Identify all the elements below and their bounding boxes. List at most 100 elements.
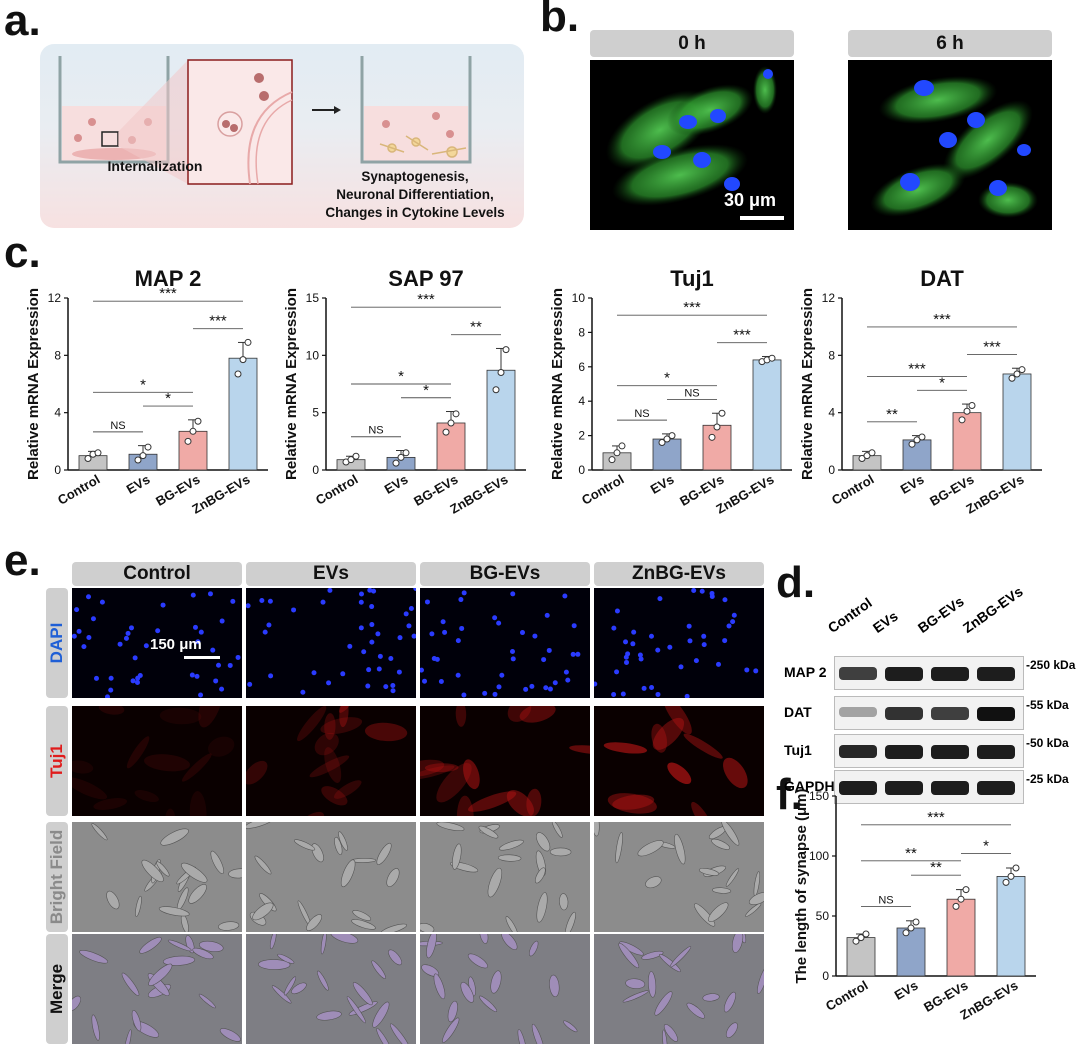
y-axis-label: Relative mRNA Expression xyxy=(283,288,300,480)
nucleus xyxy=(731,612,737,618)
image-merge xyxy=(246,934,416,1044)
cell-body xyxy=(254,855,272,875)
nucleus xyxy=(86,594,92,600)
band xyxy=(839,745,877,759)
scale-bar xyxy=(740,216,784,220)
nucleus xyxy=(655,691,661,697)
cell-body xyxy=(460,981,475,1003)
data-point xyxy=(347,456,355,464)
tuj1-signal xyxy=(181,753,212,782)
nucleus xyxy=(134,679,140,685)
nucleus xyxy=(125,630,131,636)
image-render xyxy=(594,588,759,698)
tuj1-signal xyxy=(507,706,532,722)
outcome-line: Changes in Cytokine Levels xyxy=(325,205,505,220)
tuj1-signal xyxy=(189,791,207,816)
significance-label: NS xyxy=(878,894,893,906)
bar-evs xyxy=(902,439,932,471)
nucleus xyxy=(408,606,414,612)
nucleus xyxy=(641,685,647,691)
nucleus xyxy=(529,683,535,689)
nucleus xyxy=(235,654,241,660)
data-point xyxy=(902,929,910,937)
data-point xyxy=(492,386,500,394)
data-point xyxy=(907,924,915,932)
nucleus xyxy=(358,599,364,605)
image-render xyxy=(72,591,241,698)
nucleus xyxy=(510,656,516,662)
panel-label-d: d. xyxy=(776,558,816,607)
kda-marker: -25 kDa xyxy=(1026,772,1069,786)
nucleus xyxy=(266,622,272,628)
cell-body xyxy=(219,1028,241,1042)
significance-label: * xyxy=(165,390,171,407)
nucleus xyxy=(461,590,467,596)
data-point xyxy=(1012,864,1020,872)
cell-body xyxy=(711,838,731,850)
band xyxy=(885,781,923,795)
significance-label: * xyxy=(140,376,146,393)
nucleus xyxy=(246,603,251,609)
cell-body xyxy=(674,833,686,865)
nucleus xyxy=(369,604,375,610)
cell-body xyxy=(386,868,400,887)
bar-znbg-evs xyxy=(1002,373,1032,471)
tuj1-signal xyxy=(72,760,94,774)
nucleus xyxy=(693,658,699,664)
cell-body xyxy=(198,940,224,953)
data-point xyxy=(84,455,92,463)
cell-body xyxy=(549,974,560,998)
x-tick-label: Control xyxy=(823,978,871,1014)
cell-body xyxy=(641,950,664,960)
nucleus xyxy=(459,625,465,631)
y-tick-label: 12 xyxy=(822,291,836,305)
tuj1-signal xyxy=(126,736,150,769)
bar-control xyxy=(846,937,876,977)
cell-body xyxy=(534,867,546,884)
data-point xyxy=(713,423,721,431)
nucleus xyxy=(108,675,114,681)
nucleus xyxy=(76,628,82,634)
cell-body xyxy=(499,839,524,851)
nucleus xyxy=(623,639,629,645)
cell-body xyxy=(433,973,446,1000)
tuj1-signal xyxy=(339,706,349,728)
nucleus xyxy=(701,642,707,648)
tuj1-signal xyxy=(246,760,268,785)
band xyxy=(977,667,1015,681)
tuj1-signal xyxy=(72,777,108,800)
nucleus xyxy=(753,668,759,674)
data-point xyxy=(139,452,147,460)
confocal-image-6h xyxy=(848,60,1052,230)
nucleus xyxy=(496,620,502,626)
cell-body xyxy=(162,955,196,966)
cell-body xyxy=(654,991,673,1016)
cell-body xyxy=(447,1000,458,1023)
nucleus xyxy=(715,661,721,667)
data-point xyxy=(239,356,247,364)
data-point xyxy=(1018,366,1026,374)
nucleus xyxy=(623,654,629,660)
nucleus xyxy=(614,608,620,614)
chart-title: SAP 97 xyxy=(388,266,463,291)
tuj1-signal xyxy=(164,808,176,816)
tuj1-signal xyxy=(651,723,668,753)
schematic-panel: Internalization Synaptogenesis, Neuronal… xyxy=(40,44,524,228)
x-tick-label: Control xyxy=(313,472,361,508)
nucleus xyxy=(492,691,498,697)
cell-body xyxy=(529,940,539,957)
nucleus xyxy=(376,666,382,672)
cell-body xyxy=(551,822,563,838)
cell-body xyxy=(376,842,392,865)
timepoint-header-0h: 0 h xyxy=(590,30,794,57)
image-render xyxy=(246,822,407,932)
tuj1-signal xyxy=(463,759,480,790)
confocal-render xyxy=(870,75,1038,218)
tuj1-signal xyxy=(603,742,648,754)
significance-label: NS xyxy=(684,387,699,399)
data-point xyxy=(402,449,410,457)
nucleus xyxy=(611,625,617,631)
cell-body xyxy=(131,1010,142,1032)
nucleus xyxy=(620,691,626,697)
neurons xyxy=(379,135,467,158)
